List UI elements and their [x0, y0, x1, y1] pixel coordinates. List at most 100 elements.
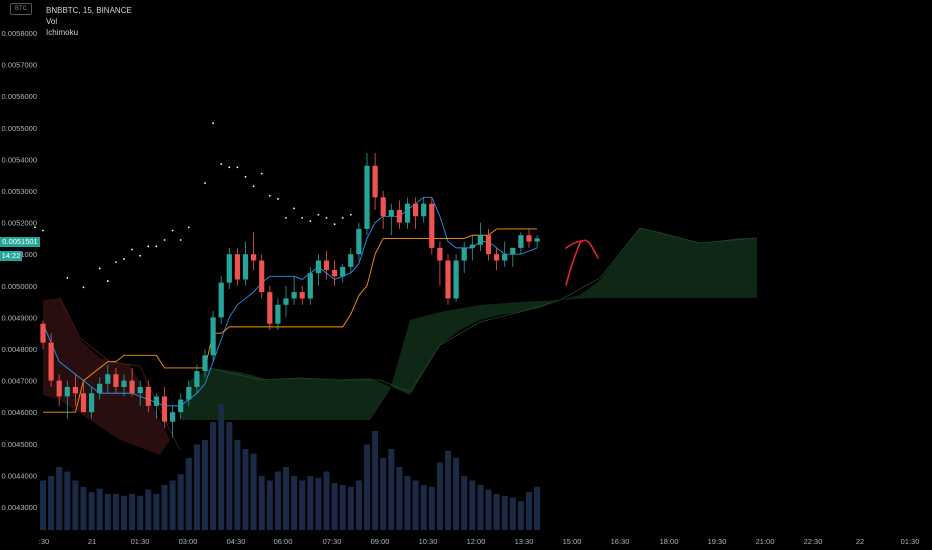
volume-bar: [493, 494, 500, 530]
candle: [485, 228, 492, 261]
candle-body: [226, 254, 232, 283]
volume-bar: [88, 492, 95, 530]
candle-body: [388, 209, 394, 217]
candle-body: [429, 203, 435, 248]
volume-bar: [355, 480, 362, 530]
x-tick-label: 13:30: [515, 537, 534, 546]
volume-bar: [266, 480, 273, 530]
candle-body: [340, 266, 346, 277]
candle: [477, 222, 483, 252]
candle: [437, 241, 443, 286]
chikou-point: [341, 216, 344, 219]
candle-body: [404, 203, 411, 223]
chikou-point: [220, 163, 223, 166]
chikou-point: [82, 286, 85, 289]
bar-countdown-label: 14:22: [0, 251, 22, 261]
candle-body: [56, 380, 62, 397]
candle: [153, 393, 159, 419]
candle: [275, 298, 281, 331]
chikou-point: [106, 280, 109, 282]
volume-bar: [112, 494, 119, 530]
chikou-point: [66, 277, 69, 279]
chikou-point: [309, 220, 312, 222]
candle-body: [380, 197, 386, 217]
candle-body: [170, 412, 176, 422]
candle: [413, 197, 419, 229]
candle-body: [445, 260, 451, 299]
volume-bar: [436, 462, 443, 530]
candle-body: [80, 393, 87, 413]
volume-bar: [307, 476, 314, 530]
cloud-bullish-area: [180, 228, 757, 420]
x-tick-label: 03:00: [179, 537, 198, 546]
candle: [56, 374, 62, 406]
candle: [186, 380, 192, 406]
x-tick-label: 04:30: [227, 537, 246, 546]
candle: [534, 235, 540, 248]
volume-bar: [461, 476, 468, 530]
volume-bar: [96, 488, 103, 530]
legend-ichimoku[interactable]: Ichimoku: [46, 28, 79, 37]
candle: [421, 197, 427, 223]
candle: [340, 263, 346, 283]
candle-body: [307, 273, 313, 299]
candle: [64, 380, 70, 419]
ichimoku-cloud: [43, 227, 758, 455]
candle-body: [72, 386, 78, 394]
volume-bar: [48, 476, 55, 530]
candle: [234, 247, 240, 286]
candle-body: [453, 260, 459, 299]
volume-bar: [210, 422, 217, 530]
chikou-point: [187, 226, 190, 229]
candle: [80, 380, 87, 413]
volume-bar: [177, 474, 184, 530]
candle-body: [48, 342, 54, 381]
legend-symbol[interactable]: BNBBTC, 15, BINANCE: [46, 6, 132, 15]
chikou-point: [301, 216, 304, 219]
last-price-label: 0.0051501: [0, 237, 40, 247]
candle: [388, 203, 394, 236]
chikou-point: [244, 175, 247, 178]
volume-bar: [242, 449, 249, 530]
candle: [170, 405, 176, 438]
candle-body: [372, 165, 378, 198]
volume-bar: [64, 471, 71, 530]
y-axis: 0.0058000 0.0057000 0.0056000 0.0055000 0.00…: [2, 29, 37, 512]
volume-bar: [283, 467, 289, 530]
candle: [299, 285, 305, 305]
candle-body: [364, 165, 370, 229]
volume-bar: [501, 495, 508, 530]
y-tick-label: 0.0043000: [2, 503, 37, 512]
chikou-point: [42, 229, 44, 232]
candle-body: [251, 254, 257, 261]
volume-bar: [469, 480, 476, 530]
candle-body: [413, 203, 419, 217]
candle-body: [121, 380, 127, 387]
candle: [105, 364, 111, 394]
volume-bar: [485, 489, 492, 530]
volume-bar: [72, 480, 79, 530]
candle-body: [437, 247, 443, 261]
tenkan-sen-line: [42, 196, 538, 407]
volume-bar: [428, 486, 435, 530]
legend-volume[interactable]: Vol: [46, 17, 58, 26]
senkou-a-edge: [209, 227, 758, 393]
x-tick-label: :30: [39, 537, 49, 546]
volume-bar: [526, 492, 532, 530]
volume-bar: [509, 497, 516, 530]
chikou-point: [325, 216, 328, 219]
candle: [72, 374, 78, 406]
candle-body: [129, 380, 135, 394]
chikou-point: [277, 198, 279, 200]
candle: [396, 200, 402, 229]
candle: [226, 247, 232, 289]
x-tick-label: 18:00: [660, 537, 679, 546]
y-tick-label: 0.0044000: [2, 471, 37, 480]
candle-body: [194, 371, 200, 387]
currency-badge: BTC: [10, 3, 32, 15]
chikou-point: [252, 185, 255, 188]
volume-bar: [40, 480, 46, 530]
y-tick-label: 0.0045000: [2, 440, 37, 449]
y-tick-label: 0.0047000: [2, 377, 37, 386]
